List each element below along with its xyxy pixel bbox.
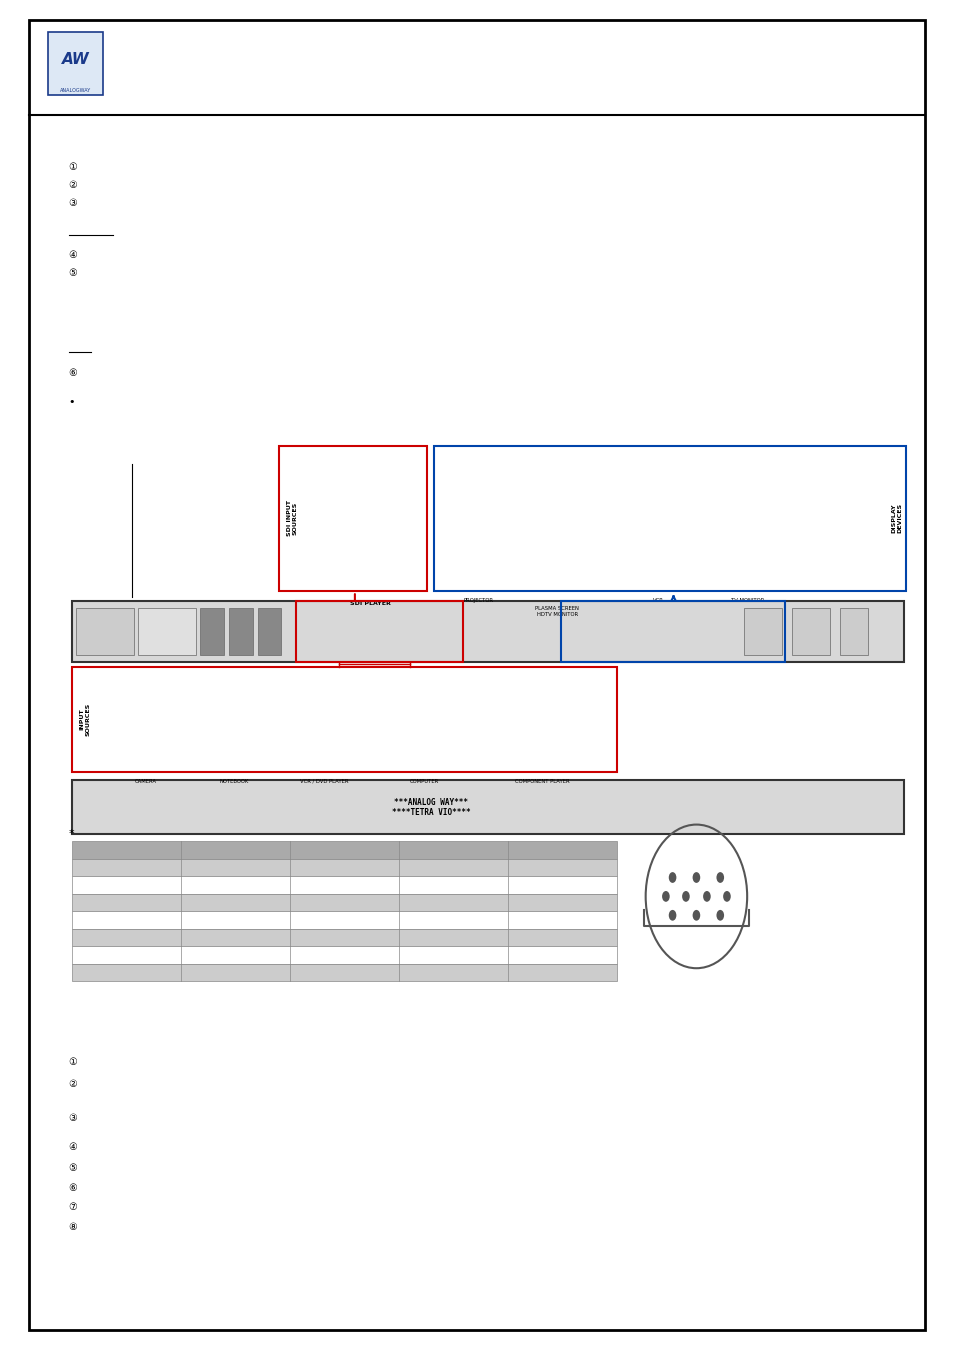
Bar — [229, 608, 253, 655]
Bar — [71, 876, 617, 894]
Text: VCR: VCR — [652, 598, 663, 603]
Circle shape — [668, 872, 676, 883]
Circle shape — [668, 910, 676, 921]
Bar — [71, 601, 903, 662]
Text: ⑤: ⑤ — [69, 267, 77, 278]
Text: ***ANALOG WAY***
****TETRA VIO****: ***ANALOG WAY*** ****TETRA VIO**** — [392, 798, 470, 817]
Circle shape — [692, 910, 700, 921]
Text: ⑥: ⑥ — [69, 1183, 77, 1193]
Text: ⑥: ⑥ — [69, 367, 77, 378]
Text: ③: ③ — [69, 197, 77, 208]
Bar — [71, 911, 617, 929]
Bar — [71, 859, 617, 876]
Bar — [257, 608, 281, 655]
Text: PROJECTOR: PROJECTOR — [463, 598, 494, 603]
Text: COMPUTER: COMPUTER — [410, 779, 438, 784]
Bar — [839, 608, 867, 655]
Text: ③: ③ — [69, 1112, 77, 1123]
Circle shape — [681, 891, 689, 902]
Bar — [138, 608, 195, 655]
Text: SDI INPUT
SOURCES: SDI INPUT SOURCES — [286, 501, 297, 536]
Bar — [278, 446, 427, 591]
Text: ⑦: ⑦ — [69, 1202, 77, 1212]
Circle shape — [716, 872, 723, 883]
Text: NOTEBOOK: NOTEBOOK — [219, 779, 248, 784]
Text: ①: ① — [69, 1057, 77, 1068]
Circle shape — [692, 872, 700, 883]
Bar — [71, 894, 617, 911]
Text: ②: ② — [69, 180, 77, 190]
Bar — [743, 608, 781, 655]
Bar — [434, 446, 905, 591]
Text: COMPONENT PLAYER: COMPONENT PLAYER — [514, 779, 569, 784]
Circle shape — [702, 891, 710, 902]
Circle shape — [722, 891, 730, 902]
Text: ②: ② — [69, 1079, 77, 1089]
Text: CAMERA: CAMERA — [134, 779, 157, 784]
Text: ④: ④ — [69, 1142, 77, 1153]
Bar — [71, 946, 617, 964]
Text: AW: AW — [61, 51, 90, 68]
Bar — [71, 964, 617, 981]
Text: ①: ① — [69, 162, 77, 173]
Bar — [71, 667, 617, 772]
Bar — [200, 608, 224, 655]
Text: PLASMA SCREEN
HDTV MONITOR: PLASMA SCREEN HDTV MONITOR — [535, 606, 578, 617]
Text: ANALOGWAY: ANALOGWAY — [60, 88, 91, 93]
Text: •: • — [69, 397, 75, 408]
Bar — [71, 780, 903, 834]
Text: DISPLAY
DEVICES: DISPLAY DEVICES — [890, 504, 902, 533]
Bar — [295, 601, 462, 662]
Bar — [791, 608, 829, 655]
Circle shape — [716, 910, 723, 921]
Text: INPUT
SOURCES: INPUT SOURCES — [79, 703, 91, 736]
Text: ⑤: ⑤ — [69, 1162, 77, 1173]
Text: VCR / DVD PLAYER: VCR / DVD PLAYER — [300, 779, 348, 784]
Bar — [76, 608, 133, 655]
Text: TV MONITOR: TV MONITOR — [731, 598, 763, 603]
Bar — [71, 841, 617, 859]
Bar — [48, 32, 103, 94]
Text: ④: ④ — [69, 250, 77, 261]
Text: SDI PLAYER: SDI PLAYER — [350, 601, 390, 606]
Bar — [71, 929, 617, 946]
Circle shape — [661, 891, 669, 902]
Text: *: * — [69, 829, 74, 840]
Text: ⑧: ⑧ — [69, 1222, 77, 1233]
Bar — [560, 601, 784, 662]
